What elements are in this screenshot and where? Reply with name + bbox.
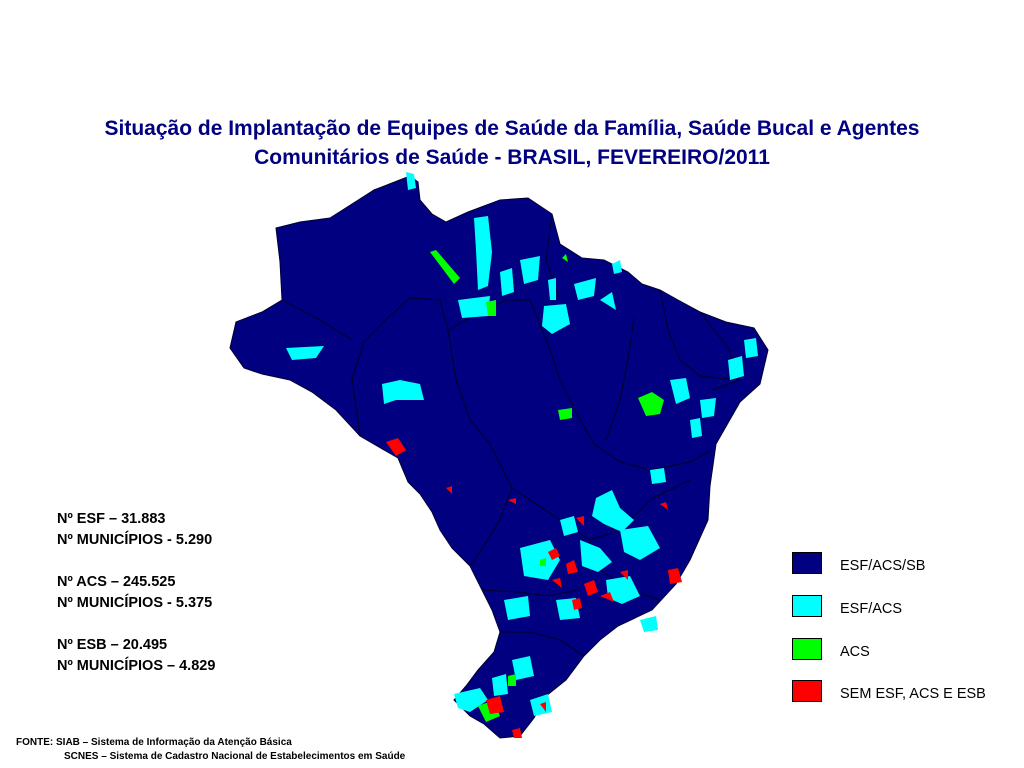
legend-swatch: [792, 552, 822, 574]
stat-acs: Nº ACS – 245.525: [57, 574, 176, 590]
brazil-map: [229, 172, 769, 739]
map-title-line-1: Situação de Implantação de Equipes de Sa…: [104, 117, 920, 140]
legend-item-esf-acs-sb: ESF/ACS/SB: [792, 552, 1022, 576]
legend-label: ESF/ACS/SB: [840, 558, 926, 574]
legend-item-sem-cobertura: SEM ESF, ACS E ESB: [792, 680, 1022, 704]
legend-label: ESF/ACS: [840, 601, 903, 617]
stat-esb-municipios: Nº MUNICÍPIOS – 4.829: [57, 658, 216, 674]
source-line-1: FONTE: SIAB – Sistema de Informação da A…: [16, 737, 292, 748]
stat-esb: Nº ESB – 20.495: [57, 637, 168, 653]
source-line-2: SCNES – Sistema de Cadastro Nacional de …: [64, 751, 406, 762]
no-coverage-areas: [386, 438, 682, 738]
legend-label: ACS: [840, 644, 870, 660]
stat-esf: Nº ESF – 31.883: [57, 511, 166, 527]
stat-acs-municipios: Nº MUNICÍPIOS - 5.375: [57, 595, 213, 611]
source-note: FONTE: SIAB – Sistema de Informação da A…: [16, 736, 405, 764]
stat-esf-municipios: Nº MUNICÍPIOS - 5.290: [57, 532, 213, 548]
legend-swatch: [792, 680, 822, 702]
legend-swatch: [792, 638, 822, 660]
legend-item-esf-acs: ESF/ACS: [792, 595, 1022, 619]
legend-swatch: [792, 595, 822, 617]
legend-label: SEM ESF, ACS E ESB: [840, 686, 986, 702]
map-title: Situação de Implantação de Equipes de Sa…: [0, 114, 1024, 172]
brazil-outline: [229, 175, 769, 739]
statistics-panel: Nº ESF – 31.883 Nº MUNICÍPIOS - 5.290 Nº…: [57, 509, 215, 677]
legend-item-acs: ACS: [792, 638, 1022, 662]
map-title-line-2: Comunitários de Saúde - BRASIL, FEVEREIR…: [254, 146, 770, 169]
